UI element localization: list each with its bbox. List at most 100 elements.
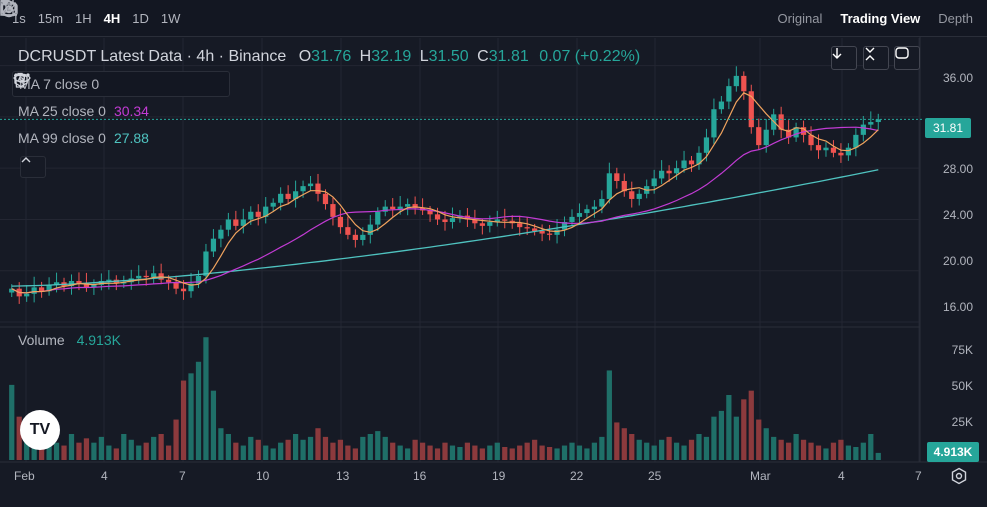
chart-area[interactable] — [0, 36, 987, 507]
volume-bar — [151, 436, 157, 460]
candle-body — [188, 283, 194, 292]
candle-body — [46, 284, 52, 292]
volume-tick: 25K — [951, 415, 973, 429]
candle-body — [472, 219, 478, 224]
candle-body — [561, 222, 568, 230]
volume-bar — [412, 439, 418, 460]
volume-bar — [106, 445, 112, 460]
candle-body — [300, 186, 306, 192]
candle-body — [651, 178, 657, 187]
timeframe-4h[interactable]: 4H — [103, 10, 121, 26]
ma99-legend[interactable]: MA 99 close 0 27.88 — [12, 125, 155, 151]
candle-body — [278, 193, 284, 203]
candle-body — [240, 219, 246, 226]
volume-bar — [113, 448, 119, 460]
candle-body — [614, 173, 620, 181]
candle-body — [688, 160, 695, 165]
time-tick: 7 — [915, 469, 922, 483]
settings-hex-icon[interactable] — [1, 0, 384, 29]
candle-body — [255, 211, 261, 217]
volume-label: Volume — [18, 332, 65, 348]
candle-body — [322, 193, 329, 205]
volume-bar — [629, 434, 635, 460]
volume-bar — [367, 434, 373, 460]
volume-bar — [703, 436, 710, 460]
candle-body — [225, 219, 231, 230]
candle-body — [539, 230, 545, 234]
collapse-legend-button[interactable] — [20, 156, 46, 178]
timeframe-1s[interactable]: 1s — [12, 10, 26, 26]
timeframe-1d[interactable]: 1D — [132, 10, 149, 26]
volume-bar — [808, 442, 814, 460]
candle-body — [382, 206, 388, 212]
volume-bar — [76, 442, 82, 460]
fullscreen-toggle-button[interactable] — [863, 46, 889, 70]
volume-bar — [375, 431, 381, 460]
candle-body — [285, 193, 291, 199]
volume-bar — [494, 442, 500, 460]
candle-body — [352, 234, 358, 240]
ma99-label: MA 99 close 0 — [18, 130, 106, 146]
ma7-legend[interactable]: MA 7 close 0 — [12, 71, 230, 97]
volume-bar — [800, 439, 807, 460]
scroll-down-button[interactable] — [831, 46, 857, 70]
volume-bar — [136, 445, 142, 460]
candle-body — [733, 75, 739, 87]
candle-body — [554, 229, 560, 235]
volume-bar — [315, 428, 321, 460]
view-trading-view[interactable]: Trading View — [840, 10, 921, 26]
candle-body — [210, 238, 217, 252]
volume-bar — [868, 434, 874, 460]
view-depth[interactable]: Depth — [938, 10, 973, 26]
ma99-value: 27.88 — [113, 130, 149, 146]
time-tick: 25 — [648, 469, 662, 483]
candle-body — [756, 127, 762, 146]
volume-bar — [165, 445, 172, 460]
candle-body — [659, 170, 665, 179]
volume-bar — [121, 434, 127, 460]
volume-bar — [457, 447, 463, 460]
ma25-legend[interactable]: MA 25 close 0 30.34 — [12, 98, 155, 124]
volume-bar — [240, 445, 246, 460]
candle-body — [748, 91, 754, 128]
time-tick: 13 — [336, 469, 350, 483]
close-label: C — [477, 48, 489, 65]
volume-bar — [307, 436, 314, 460]
candle-body — [397, 206, 403, 210]
candle-body — [434, 214, 441, 220]
candle-body — [703, 137, 710, 153]
timeframe-1h[interactable]: 1H — [75, 10, 92, 26]
candle-body — [591, 206, 598, 210]
volume-bar — [360, 436, 366, 460]
volume-bar — [502, 447, 508, 460]
candle-body — [449, 218, 456, 223]
high-label: H — [359, 48, 372, 65]
high-value: 32.19 — [371, 48, 412, 65]
chart-settings-icon[interactable] — [950, 467, 972, 489]
volume-bar — [815, 445, 822, 460]
candle-body — [532, 228, 538, 231]
candle-body — [673, 168, 680, 174]
volume-bar — [576, 445, 583, 460]
candle-body — [711, 109, 717, 138]
view-original[interactable]: Original — [777, 10, 823, 26]
volume-bar — [285, 439, 291, 460]
timeframe-1w[interactable]: 1W — [160, 10, 181, 26]
volume-bar — [532, 439, 538, 460]
candle-body — [666, 170, 672, 174]
volume-bar — [405, 448, 411, 460]
price-tick: 28.00 — [942, 162, 973, 176]
timeframe-15m[interactable]: 15m — [37, 10, 64, 26]
price-tick: 36.00 — [942, 71, 973, 85]
volume-bar — [733, 416, 739, 460]
volume-bar — [464, 442, 471, 460]
candle-body — [173, 282, 179, 289]
tradingview-logo[interactable]: TV — [20, 410, 60, 450]
volume-bar — [830, 442, 837, 460]
volume-bar — [875, 452, 881, 460]
reset-view-button[interactable] — [894, 46, 920, 70]
candle-body — [405, 204, 411, 207]
candle-body — [24, 293, 30, 297]
volume-bar — [681, 445, 687, 460]
